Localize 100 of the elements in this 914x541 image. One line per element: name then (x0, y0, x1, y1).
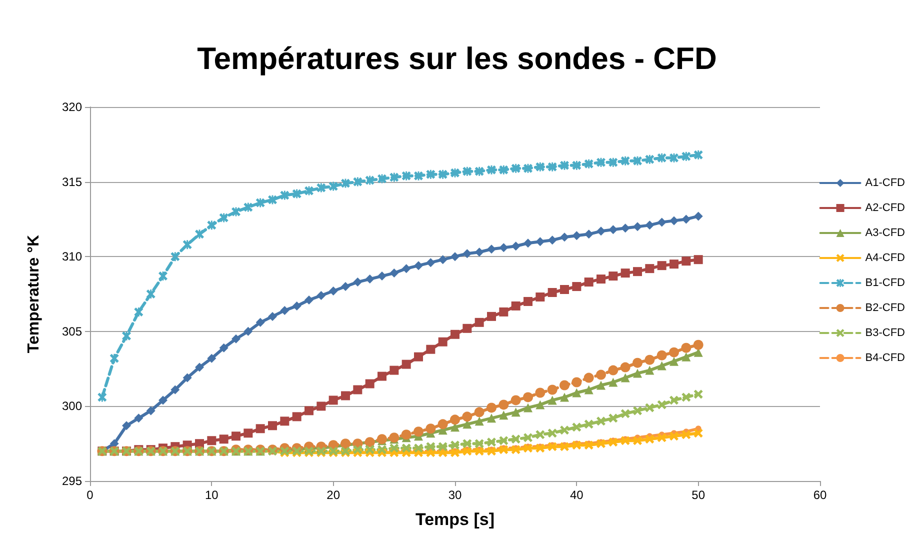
point (548, 428, 557, 438)
point (694, 212, 703, 221)
point (378, 372, 386, 381)
point (353, 385, 362, 394)
point (682, 214, 691, 224)
point (134, 414, 144, 423)
point (620, 373, 630, 382)
point (438, 337, 448, 346)
point (365, 274, 374, 284)
point (353, 278, 362, 287)
point (657, 261, 666, 270)
x-tick-label: 30 (448, 488, 462, 502)
point (402, 444, 411, 453)
point (670, 216, 678, 226)
point (402, 360, 411, 369)
point (499, 436, 508, 446)
point (645, 220, 654, 230)
x-tick-label: 10 (204, 488, 219, 502)
point (426, 258, 436, 268)
point (146, 406, 156, 416)
x-axis-title: Temps [s] (415, 510, 495, 529)
point (414, 444, 423, 453)
point (402, 264, 411, 274)
point (232, 432, 240, 441)
point (122, 421, 131, 430)
point (304, 406, 314, 416)
point (158, 396, 168, 405)
x-tick-label: 50 (692, 488, 706, 502)
point (414, 261, 423, 270)
point (378, 445, 386, 454)
point (170, 385, 180, 394)
point (426, 424, 436, 434)
point (524, 444, 532, 453)
point (584, 372, 594, 383)
point (560, 392, 569, 402)
point (682, 152, 691, 161)
point (450, 252, 460, 262)
point (632, 358, 642, 368)
point (390, 366, 399, 375)
point (232, 334, 240, 344)
point (487, 312, 496, 321)
point (560, 380, 570, 390)
point (560, 426, 569, 435)
point (657, 433, 666, 442)
point (486, 402, 496, 413)
point (608, 414, 618, 423)
point (694, 150, 703, 160)
point (548, 396, 557, 405)
point (596, 370, 606, 380)
point (645, 264, 654, 274)
point (450, 440, 460, 450)
point (694, 255, 703, 264)
point (474, 416, 484, 426)
point (670, 356, 678, 366)
point (511, 301, 520, 310)
point (487, 446, 496, 456)
point (524, 238, 532, 248)
point (596, 439, 606, 448)
point (353, 445, 362, 454)
point (620, 409, 630, 418)
point (474, 248, 484, 257)
legend-label: A4-CFD (865, 252, 906, 264)
point (608, 225, 618, 234)
point (341, 282, 350, 292)
point (304, 295, 314, 304)
point (304, 186, 314, 196)
point (584, 420, 594, 429)
point (572, 388, 582, 398)
point (219, 343, 228, 352)
point (620, 436, 630, 446)
chart-title: Températures sur les sondes - CFD (197, 41, 717, 76)
point (620, 268, 630, 278)
point (584, 278, 594, 287)
point (681, 342, 692, 353)
point (438, 442, 448, 452)
point (450, 414, 460, 425)
point (608, 272, 618, 281)
point (474, 407, 484, 418)
point (450, 330, 460, 339)
point (498, 400, 509, 410)
point (596, 416, 606, 426)
y-tick-label: 315 (62, 174, 82, 189)
point (316, 402, 326, 411)
point (670, 260, 678, 269)
point (365, 379, 374, 388)
y-axis-title: Temperature °K (26, 234, 42, 354)
point (499, 243, 508, 252)
point (536, 430, 545, 440)
point (524, 296, 532, 306)
point (584, 440, 594, 450)
point (572, 377, 582, 388)
point (644, 354, 655, 365)
point (170, 252, 180, 262)
point (219, 434, 228, 444)
y-tick-label: 305 (62, 324, 82, 338)
point (524, 403, 532, 412)
point (633, 436, 642, 446)
point (572, 282, 582, 292)
point (608, 365, 618, 376)
point (670, 396, 678, 405)
